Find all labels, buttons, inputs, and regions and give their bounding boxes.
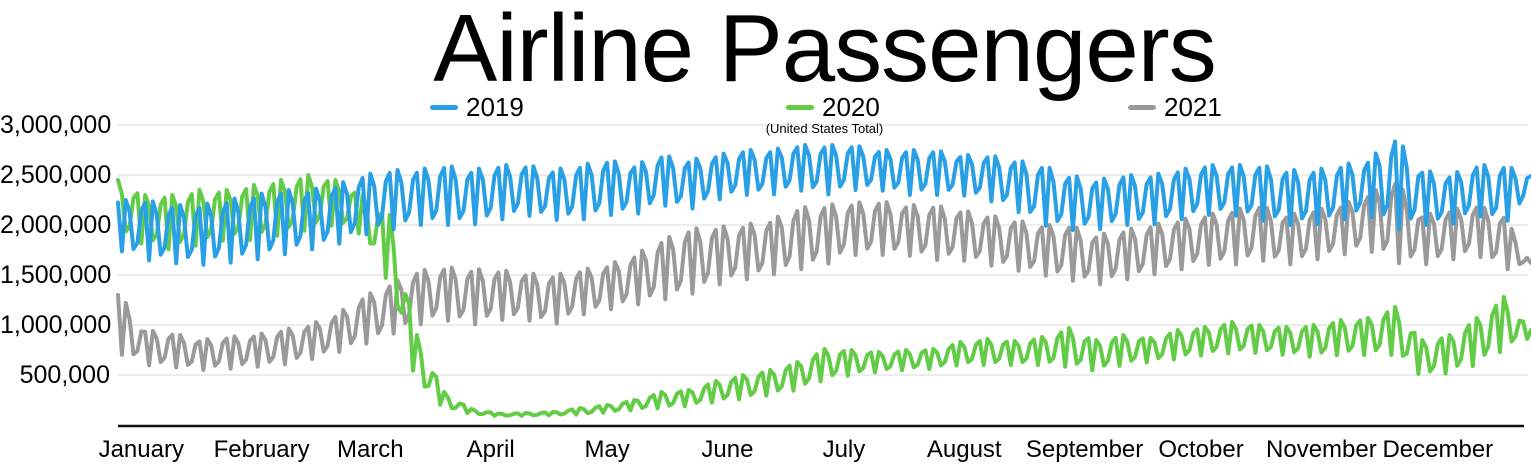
legend-item-2019: 2019 — [430, 93, 524, 121]
x-axis-month-label: December — [1382, 436, 1494, 463]
y-axis-tick-label: 3,000,000 — [0, 111, 112, 139]
legend-item-2020: 2020 — [786, 93, 880, 121]
x-axis-month-label: August — [926, 436, 1002, 463]
legend-label: 2020 — [822, 92, 880, 122]
chart-title: Airline Passengers — [433, 0, 1216, 102]
x-axis-month-label: May — [584, 436, 630, 463]
series-line-2021 — [116, 182, 1531, 372]
legend-swatch-2021 — [1128, 104, 1156, 110]
y-axis-tick-label: 500,000 — [19, 361, 110, 389]
x-axis-month-label: October — [1158, 436, 1244, 463]
legend-swatch-2020 — [786, 104, 814, 110]
x-axis-month-label: November — [1266, 436, 1377, 463]
x-axis-month-label: July — [822, 436, 866, 463]
chart-subtitle: (United States Total) — [765, 121, 884, 136]
x-axis-month-label: September — [1025, 436, 1144, 463]
series-line-2020 — [116, 173, 1531, 418]
x-axis-month-label: January — [98, 436, 184, 463]
y-axis-tick-label: 2,500,000 — [0, 161, 112, 189]
legend-swatch-2019 — [430, 104, 458, 110]
y-axis-tick-label: 1,500,000 — [0, 261, 112, 289]
legend-item-2021: 2021 — [1128, 93, 1222, 121]
x-axis-month-label: February — [213, 436, 310, 463]
x-axis-month-label: March — [336, 436, 404, 463]
x-axis-month-label: April — [466, 436, 515, 463]
legend-label: 2021 — [1164, 92, 1222, 122]
y-axis-tick-label: 2,000,000 — [0, 211, 112, 239]
series-line-2019 — [116, 139, 1531, 267]
x-axis-month-label: June — [701, 436, 754, 463]
legend-label: 2019 — [466, 92, 524, 122]
y-axis-tick-label: 1,000,000 — [0, 311, 112, 339]
